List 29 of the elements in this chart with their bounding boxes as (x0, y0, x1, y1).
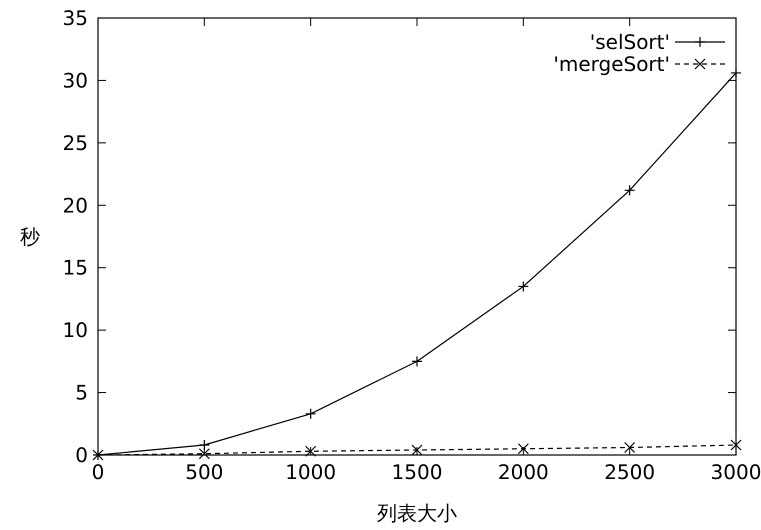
y-tick-label: 0 (75, 443, 88, 467)
x-axis-title: 列表大小 (377, 501, 457, 525)
point (411, 444, 423, 456)
point (305, 408, 316, 420)
y-tick-label: 5 (75, 380, 88, 405)
point (411, 356, 423, 367)
x-tick-label: 1500 (392, 460, 442, 484)
x-tick-label: 3000 (710, 460, 761, 484)
point (198, 448, 210, 460)
point (518, 280, 529, 292)
y-axis-title: 秒 (20, 224, 40, 248)
point (518, 443, 529, 454)
x-tick-label: 1000 (285, 460, 336, 484)
legend-label: 'mergeSort' (553, 52, 670, 76)
x-tick-label: 2000 (498, 460, 549, 484)
point (624, 442, 636, 454)
y-tick-label: 15 (62, 256, 88, 280)
y-tick-label: 10 (62, 318, 88, 342)
x-tick-label: 500 (185, 460, 224, 484)
y-tick-label: 20 (62, 193, 88, 218)
y-tick-label: 30 (62, 68, 88, 92)
y-tick-label: 35 (62, 6, 88, 30)
point (624, 184, 636, 196)
point (305, 446, 316, 457)
x-tick-label: 0 (92, 460, 104, 484)
y-tick-label: 25 (62, 130, 88, 155)
point (730, 439, 742, 451)
x-tick-label: 2500 (604, 460, 656, 484)
legend-label: 'selSort' (590, 30, 670, 54)
